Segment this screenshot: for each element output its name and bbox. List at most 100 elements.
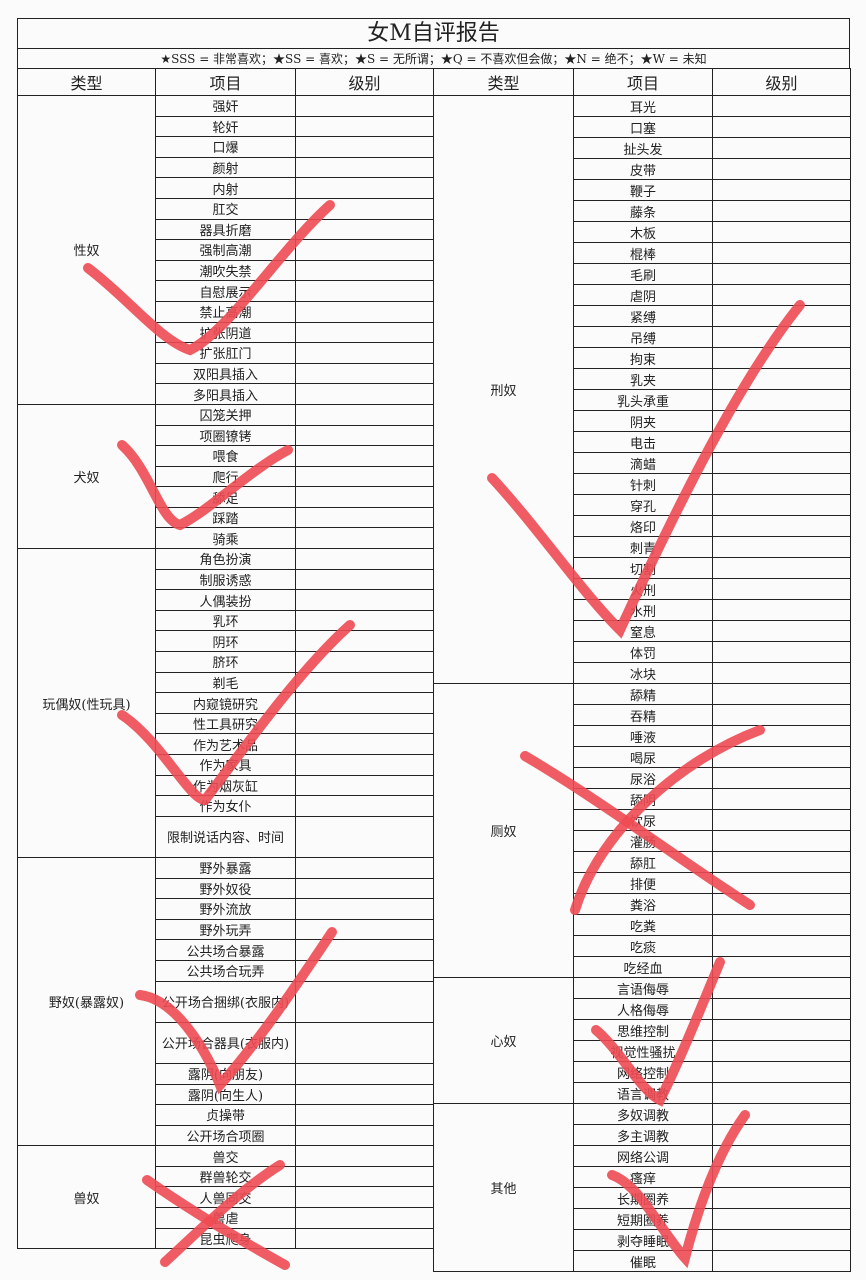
level-cell[interactable] <box>295 630 434 653</box>
level-cell[interactable] <box>712 578 851 600</box>
level-cell[interactable] <box>295 898 434 920</box>
level-cell[interactable] <box>295 1124 434 1147</box>
level-cell[interactable] <box>295 651 434 673</box>
level-cell[interactable] <box>295 609 434 632</box>
level-cell[interactable] <box>295 1021 434 1064</box>
level-cell[interactable] <box>295 95 434 117</box>
level-cell[interactable] <box>712 221 851 243</box>
level-cell[interactable] <box>712 704 851 726</box>
level-cell[interactable] <box>712 368 851 390</box>
level-cell[interactable] <box>295 177 434 199</box>
level-cell[interactable] <box>712 200 851 222</box>
level-cell[interactable] <box>712 998 851 1020</box>
level-cell[interactable] <box>712 179 851 201</box>
level-cell[interactable] <box>712 935 851 957</box>
level-cell[interactable] <box>712 830 851 852</box>
level-cell[interactable] <box>712 683 851 705</box>
level-cell[interactable] <box>295 280 434 302</box>
level-cell[interactable] <box>712 158 851 180</box>
level-cell[interactable] <box>295 218 434 241</box>
level-cell[interactable] <box>712 494 851 516</box>
level-cell[interactable] <box>295 197 434 220</box>
level-cell[interactable] <box>712 305 851 327</box>
level-cell[interactable] <box>295 980 434 1023</box>
level-cell[interactable] <box>712 1019 851 1041</box>
level-cell[interactable] <box>712 389 851 411</box>
level-cell[interactable] <box>295 671 434 694</box>
level-cell[interactable] <box>295 445 434 467</box>
level-cell[interactable] <box>712 893 851 915</box>
level-cell[interactable] <box>295 424 434 447</box>
level-cell[interactable] <box>295 918 434 941</box>
level-cell[interactable] <box>712 1187 851 1209</box>
level-cell[interactable] <box>712 473 851 495</box>
level-cell[interactable] <box>712 662 851 684</box>
level-cell[interactable] <box>295 856 434 879</box>
level-cell[interactable] <box>295 136 434 158</box>
level-cell[interactable] <box>295 506 434 529</box>
level-cell[interactable] <box>712 1208 851 1230</box>
level-cell[interactable] <box>712 284 851 306</box>
level-cell[interactable] <box>712 809 851 831</box>
level-cell[interactable] <box>295 1145 434 1167</box>
level-cell[interactable] <box>295 774 434 797</box>
level-cell[interactable] <box>295 465 434 488</box>
level-cell[interactable] <box>295 795 434 817</box>
level-cell[interactable] <box>295 362 434 385</box>
level-cell[interactable] <box>712 1166 851 1188</box>
level-cell[interactable] <box>712 1229 851 1251</box>
level-cell[interactable] <box>712 347 851 369</box>
level-cell[interactable] <box>295 733 434 755</box>
level-cell[interactable] <box>712 872 851 894</box>
level-cell[interactable] <box>712 1082 851 1104</box>
level-cell[interactable] <box>295 486 434 508</box>
level-cell[interactable] <box>295 342 434 364</box>
level-cell[interactable] <box>712 1040 851 1062</box>
level-cell[interactable] <box>712 956 851 978</box>
level-cell[interactable] <box>712 326 851 348</box>
level-cell[interactable] <box>712 431 851 453</box>
level-cell[interactable] <box>295 1165 434 1188</box>
level-cell[interactable] <box>712 1061 851 1083</box>
level-cell[interactable] <box>712 641 851 663</box>
level-cell[interactable] <box>712 914 851 936</box>
level-cell[interactable] <box>295 300 434 323</box>
level-cell[interactable] <box>712 788 851 810</box>
level-cell[interactable] <box>295 321 434 344</box>
level-cell[interactable] <box>712 116 851 138</box>
level-cell[interactable] <box>712 767 851 789</box>
level-cell[interactable] <box>295 156 434 179</box>
level-cell[interactable] <box>712 599 851 621</box>
level-cell[interactable] <box>295 115 434 138</box>
level-cell[interactable] <box>712 1145 851 1167</box>
level-cell[interactable] <box>295 568 434 591</box>
level-cell[interactable] <box>712 557 851 579</box>
level-cell[interactable] <box>712 536 851 558</box>
level-cell[interactable] <box>712 263 851 285</box>
level-cell[interactable] <box>295 754 434 776</box>
level-cell[interactable] <box>295 239 434 261</box>
level-cell[interactable] <box>712 620 851 642</box>
level-cell[interactable] <box>295 1207 434 1229</box>
level-cell[interactable] <box>295 403 434 426</box>
level-cell[interactable] <box>295 877 434 900</box>
level-cell[interactable] <box>295 1083 434 1106</box>
level-cell[interactable] <box>295 1104 434 1126</box>
level-cell[interactable] <box>712 725 851 747</box>
level-cell[interactable] <box>295 692 434 714</box>
level-cell[interactable] <box>295 939 434 961</box>
level-cell[interactable] <box>295 1227 434 1250</box>
level-cell[interactable] <box>712 515 851 537</box>
level-cell[interactable] <box>295 548 434 570</box>
level-cell[interactable] <box>712 851 851 873</box>
level-cell[interactable] <box>295 527 434 550</box>
level-cell[interactable] <box>295 1062 434 1085</box>
level-cell[interactable] <box>295 712 434 735</box>
level-cell[interactable] <box>712 1124 851 1146</box>
level-cell[interactable] <box>712 746 851 768</box>
level-cell[interactable] <box>295 259 434 282</box>
level-cell[interactable] <box>712 1250 851 1272</box>
level-cell[interactable] <box>295 589 434 611</box>
level-cell[interactable] <box>712 1103 851 1125</box>
level-cell[interactable] <box>712 977 851 999</box>
